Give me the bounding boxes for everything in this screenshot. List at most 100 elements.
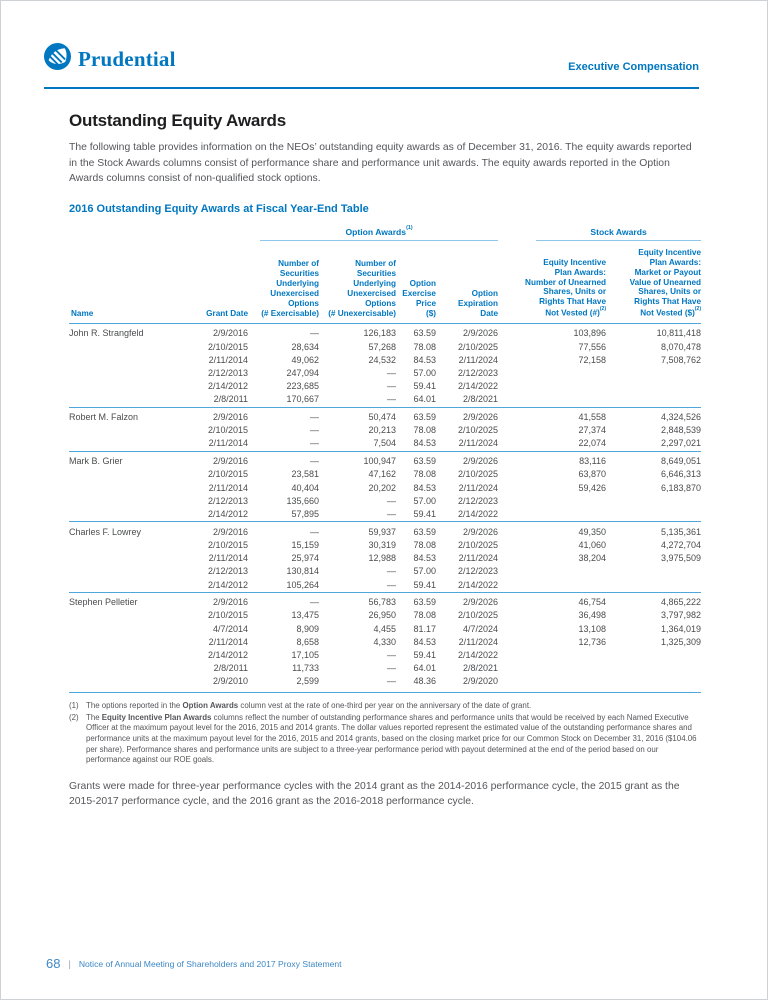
value-cell: 2/10/2025 [457, 539, 499, 550]
group-label: Option Awards [345, 226, 407, 237]
value-cell: 30,319 [368, 539, 396, 550]
name-cell [69, 609, 184, 622]
value-cell: 8,649,051 [606, 450, 702, 469]
value-cell: 59.41 [413, 381, 436, 392]
value-cell: 2/14/2012 [207, 650, 248, 661]
table-row: Mark B. Grier 2/9/2016—100,947 63.59 2/9/20… [69, 450, 702, 469]
footnote-text: The options reported in the Option Award… [86, 701, 532, 711]
value-cell: 26,950 [368, 610, 396, 621]
value-cell: 17,105 [291, 650, 319, 661]
value-cell: 4,330 [373, 636, 396, 647]
table-row: 2/12/2013 130,814 — 57.00 2/12/2023 [69, 565, 701, 578]
value-cell: 8,070,478 [661, 341, 702, 352]
value-cell: 63.59 [413, 328, 436, 339]
value-cell: — [310, 328, 319, 339]
name-cell [69, 380, 184, 393]
value-cell [606, 508, 701, 522]
value-cell: 2/10/2015 [207, 469, 248, 480]
value-cell [498, 393, 606, 407]
table-row: 2/14/2012 223,685 — 59.41 2/14/2022 [69, 380, 701, 393]
value-cell: 100,947 [319, 450, 396, 469]
value-cell: 2/10/2025 [457, 469, 499, 480]
value-cell: 12,736 [578, 636, 607, 647]
value-cell: 2/11/2024 [458, 482, 499, 493]
value-cell: 56,783 [319, 591, 396, 610]
column-header: Number of Securities Underlying Unexerci… [248, 240, 319, 324]
value-cell: 59.41 [413, 509, 436, 519]
value-cell: 50,474 [319, 406, 396, 425]
value-cell [606, 649, 701, 662]
group-header-option-awards: Option Awards(1) [248, 225, 499, 241]
value-cell: 2/11/2014 [208, 438, 248, 449]
name-cell [69, 649, 184, 662]
table-row: Charles F. Lowrey 2/9/2016—59,937 63.59 2/9… [69, 521, 702, 539]
value-cell: 2,297,021 [661, 438, 702, 449]
value-cell: — [248, 521, 319, 539]
value-cell: 36,498 [578, 610, 607, 621]
section-label: Executive Compensation [568, 61, 699, 73]
value-cell: 247,094 [286, 367, 319, 378]
value-cell: 40,404 [291, 482, 319, 493]
value-cell: 1,325,309 [661, 636, 702, 647]
footnote-text: The Equity Incentive Plan Awards columns… [86, 712, 697, 765]
value-cell: 24,532 [368, 354, 396, 365]
value-cell: 2/9/2026 [436, 406, 499, 425]
value-cell: 84.53 [413, 438, 436, 449]
value-cell [606, 675, 702, 694]
main-content: Outstanding Equity Awards The following … [69, 111, 702, 810]
value-cell: 72,158 [578, 354, 607, 365]
value-cell: 63.59 [396, 591, 436, 610]
table-row: 2/14/2012 105,264 — 59.41 2/14/2022 [69, 579, 701, 593]
value-cell: 3,797,982 [661, 610, 702, 621]
value-cell: 13,108 [578, 623, 607, 634]
equity-awards-table: Option Awards(1) Stock Awards Name Grant … [69, 225, 702, 694]
name-cell: Stephen Pelletier [69, 591, 184, 610]
value-cell: 2/9/2016 [184, 406, 248, 425]
name-cell [69, 508, 184, 522]
value-cell: 81.17 [413, 623, 436, 634]
table-row: 4/7/2014 8,909 4,455 81.17 4/7/2024 13,108 1,3… [69, 623, 701, 636]
page-title: Outstanding Equity Awards [69, 111, 286, 130]
value-cell: 2/12/2023 [457, 367, 499, 378]
value-cell: 2/14/2022 [457, 509, 499, 519]
column-header: Equity Incentive Plan Awards: Market or … [606, 240, 702, 324]
value-cell: 2/12/2023 [457, 495, 499, 506]
value-cell: 2/12/2013 [207, 367, 248, 378]
value-cell: 20,213 [368, 425, 396, 436]
value-cell: — [310, 425, 319, 436]
intro-paragraph: The following table provides information… [69, 142, 692, 185]
table-row: 2/10/2015 28,634 57,268 78.08 2/10/2025 77,55… [69, 341, 701, 354]
value-cell [606, 393, 701, 407]
value-cell [498, 649, 606, 662]
name-cell [69, 579, 184, 593]
table-row: 2/14/2012 57,895 — 59.41 2/14/2022 [69, 508, 701, 522]
value-cell: 126,183 [363, 328, 396, 339]
value-cell: 15,159 [291, 539, 319, 550]
value-cell [498, 579, 606, 593]
footnote: (2) The Equity Incentive Plan Awards colu… [69, 713, 701, 766]
value-cell: 48.36 [396, 675, 436, 694]
name-cell [69, 424, 184, 437]
column-header: Option Expiration Date [436, 240, 499, 324]
value-cell: — [248, 591, 319, 610]
value-cell: 135,660 [286, 495, 319, 506]
column-header-row: Name Grant Date Number of Securities Under… [69, 240, 702, 324]
brand-wordmark: Prudential [78, 46, 176, 71]
value-cell: 130,814 [286, 566, 319, 577]
value-cell: 84.53 [413, 636, 436, 647]
value-cell: 2/8/2011 [213, 663, 248, 674]
column-header: Name [69, 240, 184, 324]
value-cell [606, 495, 701, 508]
value-cell: 57.00 [413, 566, 436, 577]
value-cell: 2/10/2025 [457, 610, 499, 621]
value-cell: 49,062 [291, 354, 319, 365]
name-cell [69, 636, 184, 649]
footer-text: Notice of Annual Meeting of Shareholders… [78, 958, 342, 969]
value-cell [498, 380, 606, 393]
value-cell: — [310, 438, 319, 449]
value-cell: 84.53 [413, 354, 436, 365]
value-cell: 2/11/2014 [208, 636, 248, 647]
value-cell: 11,733 [292, 663, 319, 674]
value-cell: 2/8/2011 [213, 394, 248, 405]
value-cell: 64.01 [413, 663, 436, 674]
